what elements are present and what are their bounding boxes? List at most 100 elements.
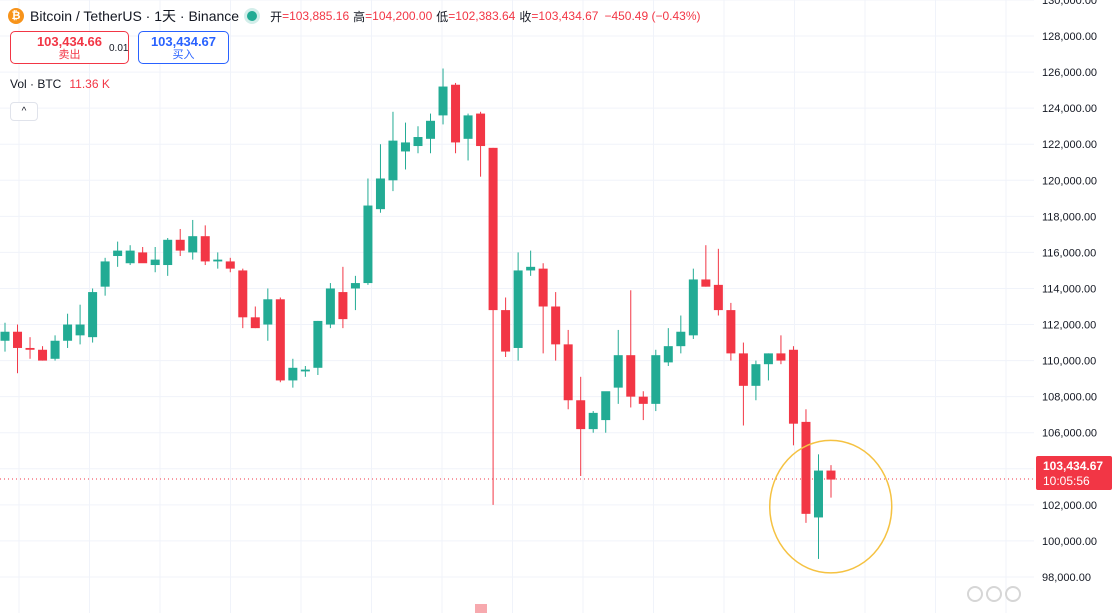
candle-body — [263, 299, 273, 325]
candle-body — [50, 340, 60, 359]
candle-body — [538, 268, 548, 307]
buy-price: 103,434.67 — [150, 33, 217, 49]
candle-body — [463, 115, 473, 139]
sell-button[interactable]: 103,434.66 卖出 — [10, 31, 129, 64]
close-value: =103,434.67 — [531, 9, 599, 23]
price-tick-label: 116,000.00 — [1042, 247, 1096, 259]
market-status-dot-icon — [247, 11, 258, 21]
candle-body — [651, 355, 661, 404]
candle-body — [75, 324, 85, 336]
candle — [426, 113, 436, 154]
high-label: 高 — [353, 9, 366, 24]
price-tick-label: 100,000.00 — [1042, 536, 1097, 548]
candle — [63, 313, 73, 348]
low-label: 低 — [436, 9, 449, 24]
candle — [250, 306, 260, 329]
candle-body — [438, 86, 448, 116]
candle-body — [551, 306, 561, 345]
candle — [275, 297, 285, 383]
candle-body — [250, 317, 260, 329]
candle — [188, 219, 198, 260]
candle-body — [588, 412, 598, 430]
watermark-logo-icon — [967, 583, 1041, 605]
volume-label: Vol · BTC — [10, 77, 62, 91]
close-label: 收 — [519, 9, 532, 24]
candle-body — [238, 270, 248, 318]
candle — [488, 147, 498, 505]
candle-body — [188, 236, 198, 253]
candle-body — [100, 261, 110, 287]
price-tick-label: 112,000.00 — [1042, 320, 1096, 332]
candle — [513, 252, 523, 361]
candle — [200, 225, 210, 266]
candle — [25, 337, 35, 359]
sell-price: 103,434.66 — [36, 33, 103, 49]
candle — [213, 252, 223, 269]
candle-body — [225, 261, 235, 269]
collapse-legend-button[interactable]: ^ — [10, 102, 38, 121]
candle — [688, 268, 698, 339]
candle — [375, 144, 385, 213]
buy-button[interactable]: 103,434.67 买入 — [138, 31, 229, 64]
candle-body — [413, 137, 423, 147]
price-tick-label: 106,000.00 — [1042, 428, 1097, 440]
candle-body — [150, 259, 160, 266]
spread-value: 0.01 — [109, 43, 129, 54]
candle-body — [0, 331, 10, 341]
candle-body — [663, 346, 673, 363]
candle — [788, 346, 798, 446]
candle-body — [451, 84, 461, 143]
candle-body — [788, 349, 798, 424]
last-price-tag: 103,434.67 10:05:56 — [1036, 456, 1112, 490]
candle — [150, 247, 160, 273]
candle-body — [25, 347, 35, 350]
candle — [663, 328, 673, 366]
highlight-circle — [768, 439, 893, 574]
candle-body — [501, 310, 511, 352]
candle-body — [763, 353, 773, 365]
candle-body — [213, 259, 223, 262]
candle — [238, 268, 248, 329]
candle-body — [601, 391, 611, 421]
price-tick-label: 114,000.00 — [1042, 283, 1096, 295]
candles — [0, 68, 836, 559]
candle-body — [163, 239, 173, 266]
candle — [701, 245, 711, 287]
symbol-title[interactable]: Bitcoin / TetherUS · 1天 · Binance — [30, 8, 240, 24]
candle-body — [713, 284, 723, 311]
candle-body — [676, 331, 686, 347]
candle — [576, 376, 586, 476]
candle — [400, 122, 410, 170]
price-tick-label: 130,000.00 — [1042, 0, 1097, 7]
candle-body — [113, 250, 123, 257]
candle-body — [751, 364, 761, 386]
price-tick-label: 118,000.00 — [1042, 211, 1096, 223]
price-tick-label: 108,000.00 — [1042, 392, 1097, 404]
candle — [363, 178, 373, 285]
candle — [463, 113, 473, 161]
candle-body — [563, 344, 573, 401]
candle — [125, 245, 135, 266]
candle-body — [338, 292, 348, 320]
candle — [138, 247, 148, 264]
candle — [50, 335, 60, 361]
candle-body — [175, 239, 185, 251]
candle-body — [300, 369, 310, 372]
candle — [338, 266, 348, 329]
open-label: 开 — [270, 9, 283, 24]
candle — [776, 335, 786, 365]
candle-body — [488, 147, 498, 311]
price-tick-label: 122,000.00 — [1042, 139, 1097, 151]
candle — [325, 283, 335, 329]
candle — [726, 302, 736, 361]
candle-body — [275, 299, 285, 381]
candle — [676, 315, 686, 354]
candle-body — [138, 252, 148, 264]
price-axis[interactable]: 98,000.00100,000.00102,000.00104,000.001… — [1042, 0, 1097, 584]
candle — [13, 324, 23, 374]
candle — [538, 263, 548, 354]
candle-body — [476, 113, 486, 147]
candle — [300, 365, 310, 377]
last-price-label: 103,434.67 — [1043, 458, 1104, 473]
